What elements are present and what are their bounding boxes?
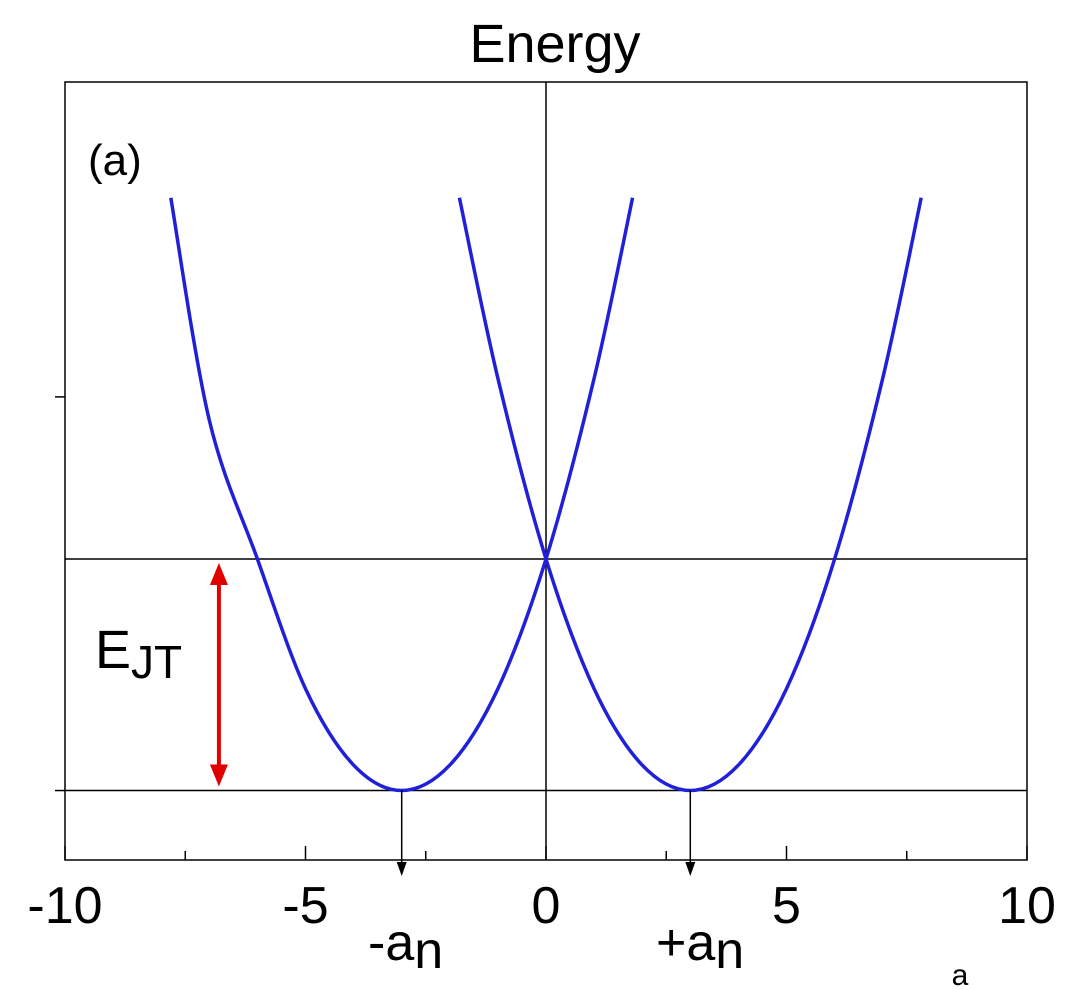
x-tick-label: 0 <box>532 877 561 935</box>
ejt-arrowhead-top <box>209 562 228 585</box>
energy-curve-0 <box>169 197 635 793</box>
ejt-label: EJT <box>95 620 182 688</box>
chart-title: Energy <box>469 14 640 74</box>
panel-label: (a) <box>88 136 142 185</box>
ejt-annotation: EJT <box>95 562 228 787</box>
energy-curve-1 <box>457 197 923 793</box>
x-tick-label: 10 <box>998 877 1056 935</box>
minus-an-arrow-head <box>396 862 407 876</box>
x-tick-label: 5 <box>772 877 801 935</box>
plus-an-label: +an <box>656 914 744 980</box>
minimum-position-markers <box>396 790 696 876</box>
plus-an-arrow-head <box>685 862 696 876</box>
x-axis-label: a <box>952 959 969 990</box>
x-axis-ticks: -10 -5 0 5 10 <box>27 846 1056 935</box>
energy-curves <box>169 197 923 793</box>
reference-lines <box>65 82 1027 860</box>
x-tick-label: -5 <box>282 877 328 935</box>
y-axis-ticks <box>55 396 65 792</box>
ejt-arrowhead-bottom <box>209 764 228 787</box>
minus-an-label: -an <box>368 914 443 980</box>
x-tick-label: -10 <box>27 877 102 935</box>
